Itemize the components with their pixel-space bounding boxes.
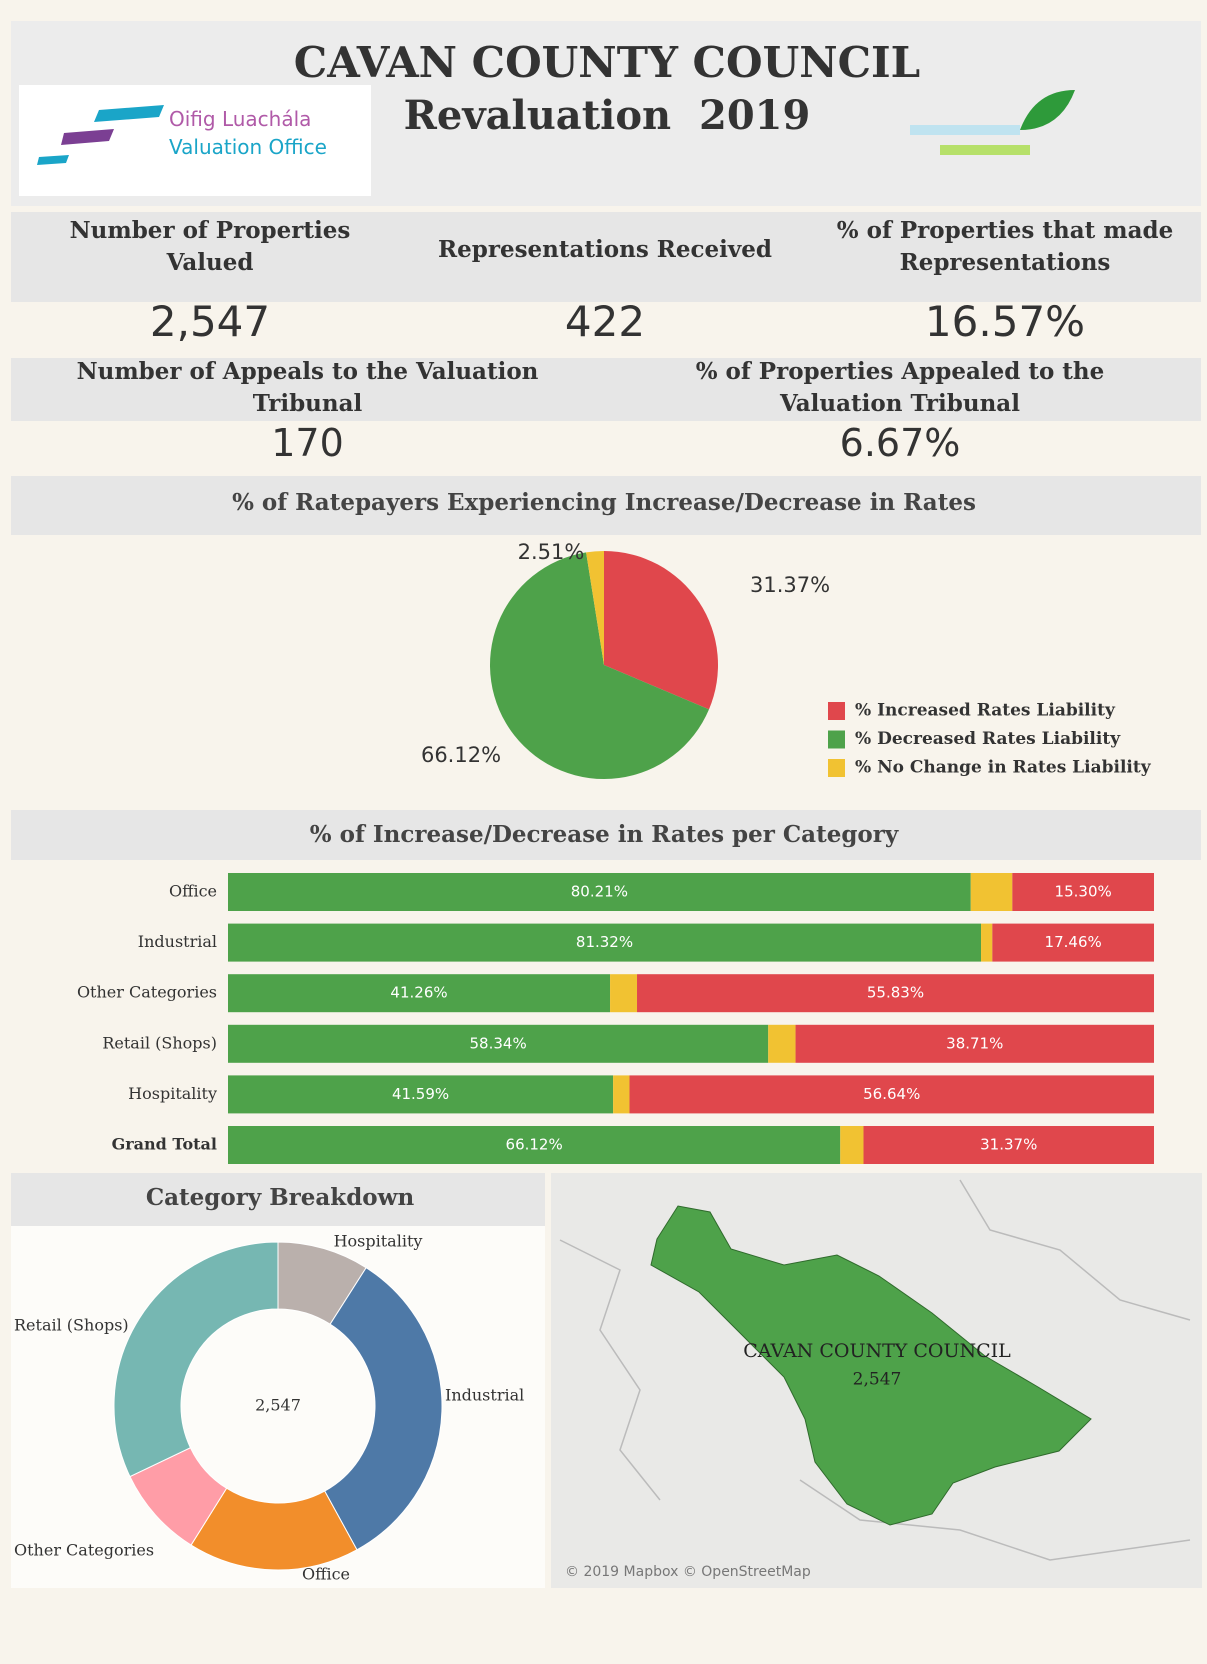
data-label: 66.12% — [506, 1136, 563, 1154]
kpi-label: Number of Appeals to the Valuation Tribu… — [76, 358, 539, 417]
map-label: CAVAN COUNTY COUNCIL — [743, 1340, 1011, 1362]
bar-segment — [610, 974, 638, 1013]
bar-segment — [228, 1075, 614, 1114]
pie-slice — [490, 552, 709, 779]
legend-label: % No Change in Rates Liability — [855, 758, 1152, 778]
kpi-value: 170 — [271, 421, 344, 465]
bar-segment — [613, 1075, 630, 1114]
section-band — [11, 810, 1201, 860]
legend-label: % Increased Rates Liability — [855, 701, 1116, 721]
data-label: 41.59% — [392, 1085, 449, 1103]
kpi-label: % of Properties that made Representation… — [836, 217, 1174, 276]
bar-segment — [795, 1024, 1154, 1063]
center-label: 2,547 — [255, 1396, 301, 1415]
y-tick-label: Retail (Shops) — [102, 1033, 217, 1052]
kpi-band — [11, 212, 1201, 302]
pie-slice — [604, 551, 718, 710]
pie-slice — [586, 551, 604, 665]
legend-swatch — [828, 730, 845, 749]
logo-shapes — [37, 105, 164, 165]
data-label: 66.12% — [421, 743, 501, 767]
bar-segment — [863, 1126, 1154, 1164]
y-tick-label: Grand Total — [112, 1135, 217, 1154]
data-label: 2.51% — [518, 540, 585, 564]
bar-segment — [768, 1024, 796, 1063]
section-band — [11, 1173, 545, 1226]
data-label: 31.37% — [750, 573, 830, 597]
legend-swatch — [828, 702, 845, 720]
bar-segment — [629, 1075, 1154, 1114]
kpi-band — [11, 358, 1201, 421]
county-shape — [650, 1205, 1092, 1526]
legend-swatch — [828, 759, 845, 777]
bar-segment — [1012, 873, 1154, 911]
logo-line: Oifig Luachála — [169, 107, 312, 131]
data-label: 15.30% — [1055, 883, 1112, 901]
donut-slice — [323, 1267, 443, 1551]
donut-slice — [113, 1241, 279, 1478]
y-tick-label: Industrial — [138, 932, 217, 951]
slice-label: Retail (Shops) — [14, 1316, 129, 1335]
y-tick-label: Hospitality — [128, 1084, 217, 1103]
slice-label: Industrial — [445, 1386, 524, 1405]
bar-segment — [228, 1024, 769, 1063]
chart-title: Category Breakdown — [146, 1184, 415, 1211]
kpi-value: 6.67% — [839, 421, 961, 465]
chart-title: % of Increase/Decrease in Rates per Cate… — [310, 821, 899, 848]
data-label: 56.64% — [863, 1085, 920, 1103]
bar-segment — [228, 974, 611, 1013]
data-label: 81.32% — [576, 933, 633, 951]
section-band — [11, 476, 1201, 535]
bar-segment — [228, 1126, 841, 1164]
logo-box: Oifig Luachála Valuation Office — [19, 85, 371, 196]
data-label: 80.21% — [571, 883, 628, 901]
slice-label: Office — [302, 1565, 350, 1584]
bar-segment — [992, 923, 1154, 962]
kpi-value: 16.57% — [924, 297, 1086, 346]
subtitle: Revaluation 2019 — [403, 92, 811, 139]
data-label: 17.46% — [1045, 933, 1102, 951]
bar-segment — [228, 923, 982, 962]
y-tick-label: Office — [169, 882, 217, 901]
chart-title: % of Ratepayers Experiencing Increase/De… — [232, 489, 976, 516]
bar-segment — [228, 873, 971, 911]
kpi-value: 422 — [564, 297, 646, 346]
legend-label: % Decreased Rates Liability — [855, 729, 1121, 749]
data-label: 55.83% — [867, 984, 924, 1002]
data-label: 31.37% — [980, 1136, 1037, 1154]
bar-segment — [637, 974, 1154, 1013]
bar-segment — [840, 1126, 864, 1164]
slice-label: Other Categories — [14, 1541, 154, 1560]
y-tick-label: Other Categories — [77, 983, 217, 1002]
map: CAVAN COUNTY COUNCIL 2,547 © 2019 Mapbox… — [559, 1179, 1191, 1580]
data-label: 41.26% — [390, 984, 447, 1002]
logo-line: Valuation Office — [169, 135, 327, 159]
title: CAVAN COUNTY COUNCIL — [293, 38, 921, 87]
kpi-label: Representations Received — [438, 236, 772, 263]
data-label: 38.71% — [946, 1034, 1003, 1052]
kpi-label: % of Properties Appealed to the Valuatio… — [695, 358, 1105, 417]
map-attribution: © 2019 Mapbox © OpenStreetMap — [565, 1564, 811, 1580]
bar-segment — [970, 873, 1013, 911]
map-value: 2,547 — [853, 1370, 902, 1390]
slice-label: Hospitality — [334, 1232, 423, 1251]
partner-logo — [910, 90, 1075, 155]
kpi-value: 2,547 — [149, 297, 271, 346]
data-label: 58.34% — [470, 1034, 527, 1052]
kpi-label: Number of Properties Valued — [69, 217, 351, 276]
bar-segment — [981, 923, 993, 962]
